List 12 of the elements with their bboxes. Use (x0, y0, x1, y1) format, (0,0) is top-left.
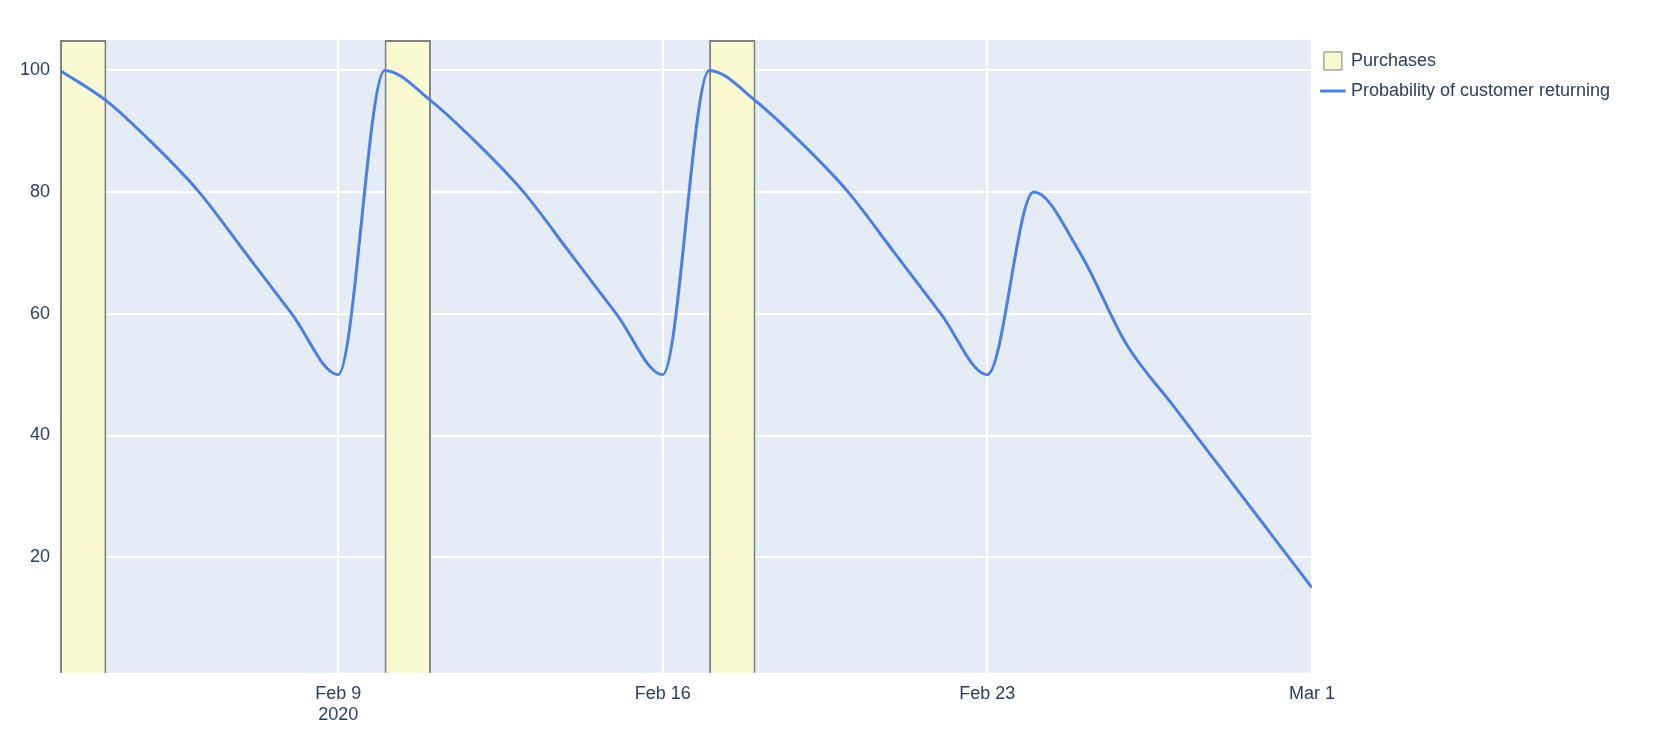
x-tick-label: Mar 1 (1288, 682, 1335, 703)
legend-label: Purchases (1350, 49, 1436, 70)
y-tick-label: 20 (30, 546, 51, 567)
line-series (60, 68, 1312, 590)
x-tick-label: Feb 9 2020 (315, 682, 362, 725)
x-tick-label: Feb 23 (959, 682, 1016, 703)
x-tick-label: Feb 16 (634, 682, 691, 703)
y-tick-label: 40 (30, 424, 51, 445)
y-tick-label: 60 (30, 302, 51, 323)
y-tick-label: 80 (30, 181, 51, 202)
y-tick-label: 100 (19, 59, 51, 80)
legend-label: Probability of customer returning (1350, 79, 1611, 100)
